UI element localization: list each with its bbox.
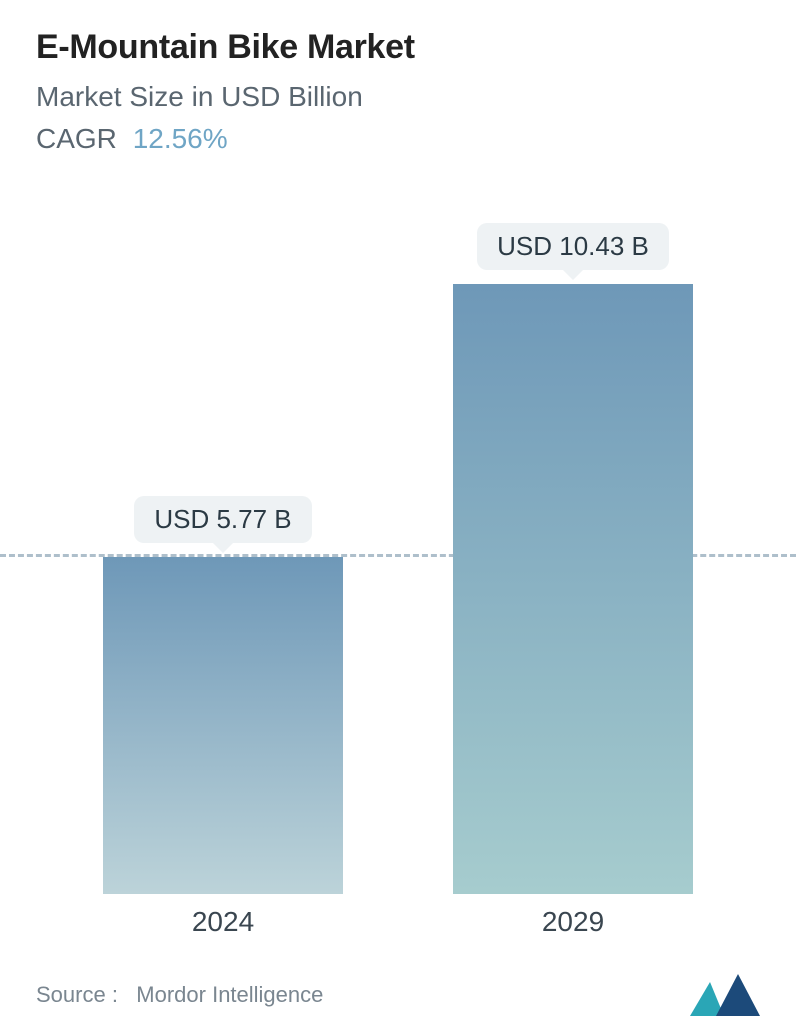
- chart-header: E-Mountain Bike Market Market Size in US…: [0, 0, 796, 155]
- brand-logo: [690, 974, 760, 1016]
- bars-container: USD 5.77 B2024 USD 10.43 B2029: [0, 200, 796, 894]
- source-text: Source : Mordor Intelligence: [36, 982, 323, 1008]
- cagr-line: CAGR 12.56%: [36, 123, 760, 155]
- bar-x-label: 2029: [542, 906, 604, 938]
- cagr-label: CAGR: [36, 123, 117, 154]
- bar-group: USD 5.77 B2024: [103, 496, 343, 894]
- chart-area: USD 5.77 B2024 USD 10.43 B2029: [0, 200, 796, 934]
- logo-icon: [690, 974, 760, 1016]
- chart-title: E-Mountain Bike Market: [36, 28, 760, 67]
- source-name: Mordor Intelligence: [136, 982, 323, 1007]
- bar-value-label: USD 10.43 B: [477, 223, 669, 270]
- chart-footer: Source : Mordor Intelligence: [36, 974, 760, 1016]
- source-label: Source :: [36, 982, 118, 1007]
- bar-value-label: USD 5.77 B: [134, 496, 311, 543]
- cagr-value: 12.56%: [133, 123, 228, 154]
- bar-x-label: 2024: [192, 906, 254, 938]
- bar-group: USD 10.43 B2029: [453, 223, 693, 894]
- bar: [103, 557, 343, 894]
- bar: [453, 284, 693, 894]
- chart-subtitle: Market Size in USD Billion: [36, 81, 760, 113]
